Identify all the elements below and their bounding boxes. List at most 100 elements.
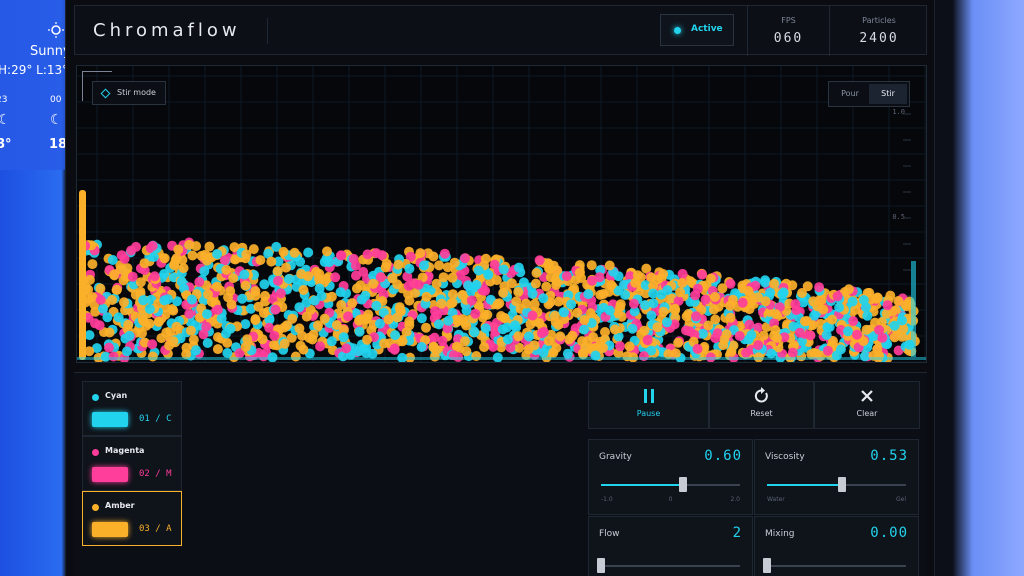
particle (843, 284, 854, 295)
particle (331, 320, 342, 330)
particle (461, 320, 472, 331)
particle (341, 343, 352, 354)
particle (171, 253, 182, 264)
particle (416, 342, 427, 352)
range-label: 0 (668, 496, 673, 503)
palette-swatch[interactable]: Magenta 02 / M (82, 436, 182, 491)
slider-thumb[interactable] (597, 558, 605, 573)
slider-label: Gravity (599, 452, 632, 462)
particle (669, 319, 680, 330)
particle (368, 278, 379, 289)
particle (335, 287, 346, 298)
particle (882, 300, 893, 311)
particle (498, 264, 509, 275)
particle (455, 270, 466, 281)
particle (850, 304, 861, 315)
particle (505, 342, 516, 353)
particle (624, 341, 635, 352)
particle (893, 296, 904, 306)
action-button[interactable]: Pause (588, 381, 709, 429)
toggle-option[interactable]: Stir (869, 84, 907, 104)
particle (451, 314, 462, 325)
particle (684, 326, 695, 337)
simulation-canvas[interactable]: 1.0 0.5 Stir mode Pour Stir (76, 65, 927, 363)
weather-widget[interactable]: Sunny H:29° L:13° 23 00 ☾ ☾ 8° 18 (0, 0, 71, 170)
particle (240, 341, 251, 352)
slider-thumb[interactable] (763, 558, 771, 573)
particle (513, 262, 524, 273)
particle (710, 292, 720, 302)
particle (541, 281, 552, 292)
toggle-option[interactable]: Pour (841, 89, 859, 98)
particle (513, 287, 524, 297)
particle (202, 309, 212, 320)
particle (203, 289, 213, 300)
particle (548, 347, 559, 358)
particle (437, 335, 448, 346)
mode-badge: Stir mode (92, 81, 166, 105)
particle (506, 278, 517, 289)
particle (397, 336, 408, 347)
particle (646, 345, 657, 356)
action-button[interactable]: Reset (709, 381, 814, 429)
particle (514, 342, 525, 353)
particle (799, 316, 810, 327)
particle (90, 318, 100, 329)
action-button[interactable]: Clear (814, 381, 920, 429)
particle (168, 336, 179, 347)
particle (717, 283, 728, 294)
particle (594, 272, 605, 283)
particle (147, 240, 158, 251)
stat: Particles 2400 (829, 6, 928, 56)
particle (758, 330, 769, 341)
particle (359, 343, 369, 354)
particle (104, 342, 114, 353)
divider (267, 18, 268, 44)
particle (586, 260, 597, 271)
swatch-name: Amber (105, 501, 135, 510)
particle (313, 320, 323, 331)
particle (673, 295, 684, 306)
stat-label: Particles (862, 16, 896, 25)
particle (248, 244, 259, 255)
particle (315, 341, 326, 352)
particle (417, 272, 428, 283)
slider-thumb[interactable] (838, 477, 847, 492)
particle (241, 249, 252, 260)
particle (536, 328, 547, 339)
slider-thumb[interactable] (679, 477, 687, 492)
slider-value: 0.60 (704, 448, 742, 464)
particle (555, 331, 566, 342)
particle (821, 330, 832, 340)
particle (421, 322, 431, 333)
palette-swatch[interactable]: Cyan 01 / C (82, 381, 182, 436)
particle (451, 341, 462, 352)
particle (375, 272, 386, 283)
sun-icon (48, 22, 64, 38)
particle (431, 278, 442, 289)
particle (822, 322, 833, 333)
particle (559, 307, 569, 318)
particle (242, 334, 253, 345)
swatch-code: 02 / M (139, 469, 172, 479)
particle (322, 246, 332, 257)
particle (770, 325, 781, 336)
particle (278, 246, 289, 257)
particle (336, 300, 347, 310)
particle (212, 249, 223, 259)
particle (198, 329, 209, 340)
particle (109, 269, 120, 280)
particle (703, 320, 714, 331)
particle (264, 314, 275, 325)
palette-swatch[interactable]: Amber 03 / A (82, 491, 182, 546)
particle (479, 342, 490, 353)
particle (778, 287, 789, 298)
particle (212, 304, 223, 315)
particle (860, 302, 871, 313)
particle (498, 287, 509, 298)
floor (77, 357, 926, 360)
particle (176, 276, 187, 287)
particle (184, 239, 195, 250)
particle (499, 313, 510, 323)
